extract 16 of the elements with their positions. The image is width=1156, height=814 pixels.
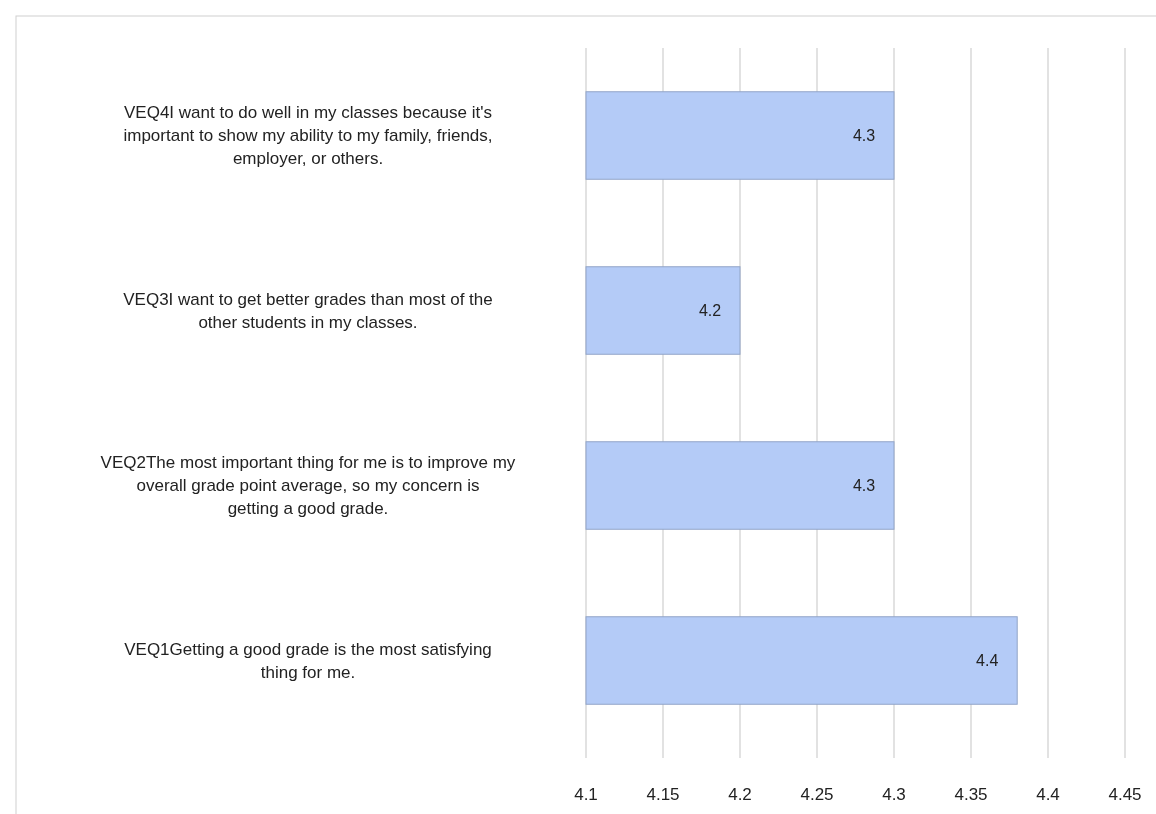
x-tick-label: 4.4 [1036,785,1060,804]
x-tick-label: 4.35 [954,785,988,804]
y-tick-label: VEQ4I want to do well in my classes because it's important to show my ability to my family, friends, employer, or others. [123,103,493,169]
y-tick-label: VEQ1Getting a good grade is the most satisfying thing for me. [124,639,492,682]
y-tick-label: VEQ2The most important thing for me is to improve my overall grade point average, so my concern is getting a good grade. [100,453,516,519]
x-tick-label: 4.1 [574,785,598,804]
x-tick-label: 4.15 [646,785,680,804]
x-tick-label: 4.3 [882,785,906,804]
x-tick-label: 4.25 [800,785,834,804]
y-tick-label: VEQ3I want to get better grades than most of the other students in my classes. [123,289,493,332]
data-label: 4.4 [976,652,999,670]
data-label: 4.3 [852,477,876,495]
x-tick-label: 4.2 [728,785,752,804]
data-label: 4.2 [698,302,722,320]
x-tick-label: 4.45 [1108,785,1142,804]
data-label: 4.3 [852,127,876,145]
